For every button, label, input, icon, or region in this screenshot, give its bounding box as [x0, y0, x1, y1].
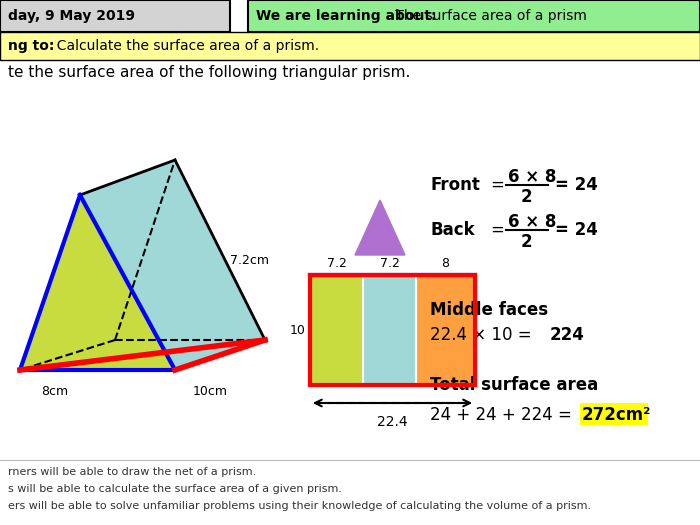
Text: s will be able to calculate the surface area of a given prism.: s will be able to calculate the surface …: [8, 484, 342, 494]
Text: 8cm: 8cm: [41, 385, 69, 398]
Text: 2: 2: [521, 233, 533, 251]
Text: 8: 8: [442, 257, 449, 270]
Bar: [310, 275, 475, 385]
Text: 22.4: 22.4: [377, 415, 408, 429]
Bar: [310, 275, 363, 385]
Bar: [363, 275, 416, 385]
Text: 10: 10: [290, 323, 306, 337]
Text: 10cm: 10cm: [193, 385, 228, 398]
Text: =: =: [490, 221, 504, 239]
Text: 2: 2: [521, 188, 533, 206]
Text: 7.2: 7.2: [379, 257, 400, 270]
Bar: [0, 32, 700, 60]
Text: Calculate the surface area of a prism.: Calculate the surface area of a prism.: [48, 39, 319, 53]
Text: The surface area of a prism: The surface area of a prism: [391, 9, 587, 23]
Text: 22.4 × 10 =: 22.4 × 10 =: [430, 326, 537, 344]
Polygon shape: [115, 160, 265, 340]
Text: 6 × 8: 6 × 8: [508, 168, 556, 186]
Text: day, 9 May 2019: day, 9 May 2019: [8, 9, 135, 23]
Text: Total surface area: Total surface area: [430, 376, 598, 394]
Polygon shape: [355, 200, 405, 255]
Text: We are learning about:: We are learning about:: [256, 9, 437, 23]
Text: Back: Back: [430, 221, 475, 239]
Text: Front: Front: [430, 176, 480, 194]
Text: 7.2: 7.2: [327, 257, 346, 270]
Bar: [580, 403, 648, 425]
Text: ng to:: ng to:: [8, 39, 55, 53]
Text: 6 × 8: 6 × 8: [508, 213, 556, 231]
Text: 272cm²: 272cm²: [582, 406, 652, 424]
Polygon shape: [80, 160, 265, 370]
Polygon shape: [20, 195, 175, 370]
Bar: [0, 0, 230, 32]
Text: Middle faces: Middle faces: [430, 301, 548, 319]
Text: = 24: = 24: [555, 176, 598, 194]
Text: =: =: [490, 176, 504, 194]
Text: 24 + 24 + 224 =: 24 + 24 + 224 =: [430, 406, 577, 424]
Polygon shape: [20, 340, 265, 370]
Text: ers will be able to solve unfamiliar problems using their knowledge of calculati: ers will be able to solve unfamiliar pro…: [8, 501, 591, 511]
Text: = 24: = 24: [555, 221, 598, 239]
Text: 224: 224: [550, 326, 585, 344]
Bar: [416, 275, 475, 385]
Bar: [248, 0, 700, 32]
Text: rners will be able to draw the net of a prism.: rners will be able to draw the net of a …: [8, 467, 256, 477]
Text: 7.2cm: 7.2cm: [230, 254, 269, 267]
Text: te the surface area of the following triangular prism.: te the surface area of the following tri…: [8, 65, 410, 79]
